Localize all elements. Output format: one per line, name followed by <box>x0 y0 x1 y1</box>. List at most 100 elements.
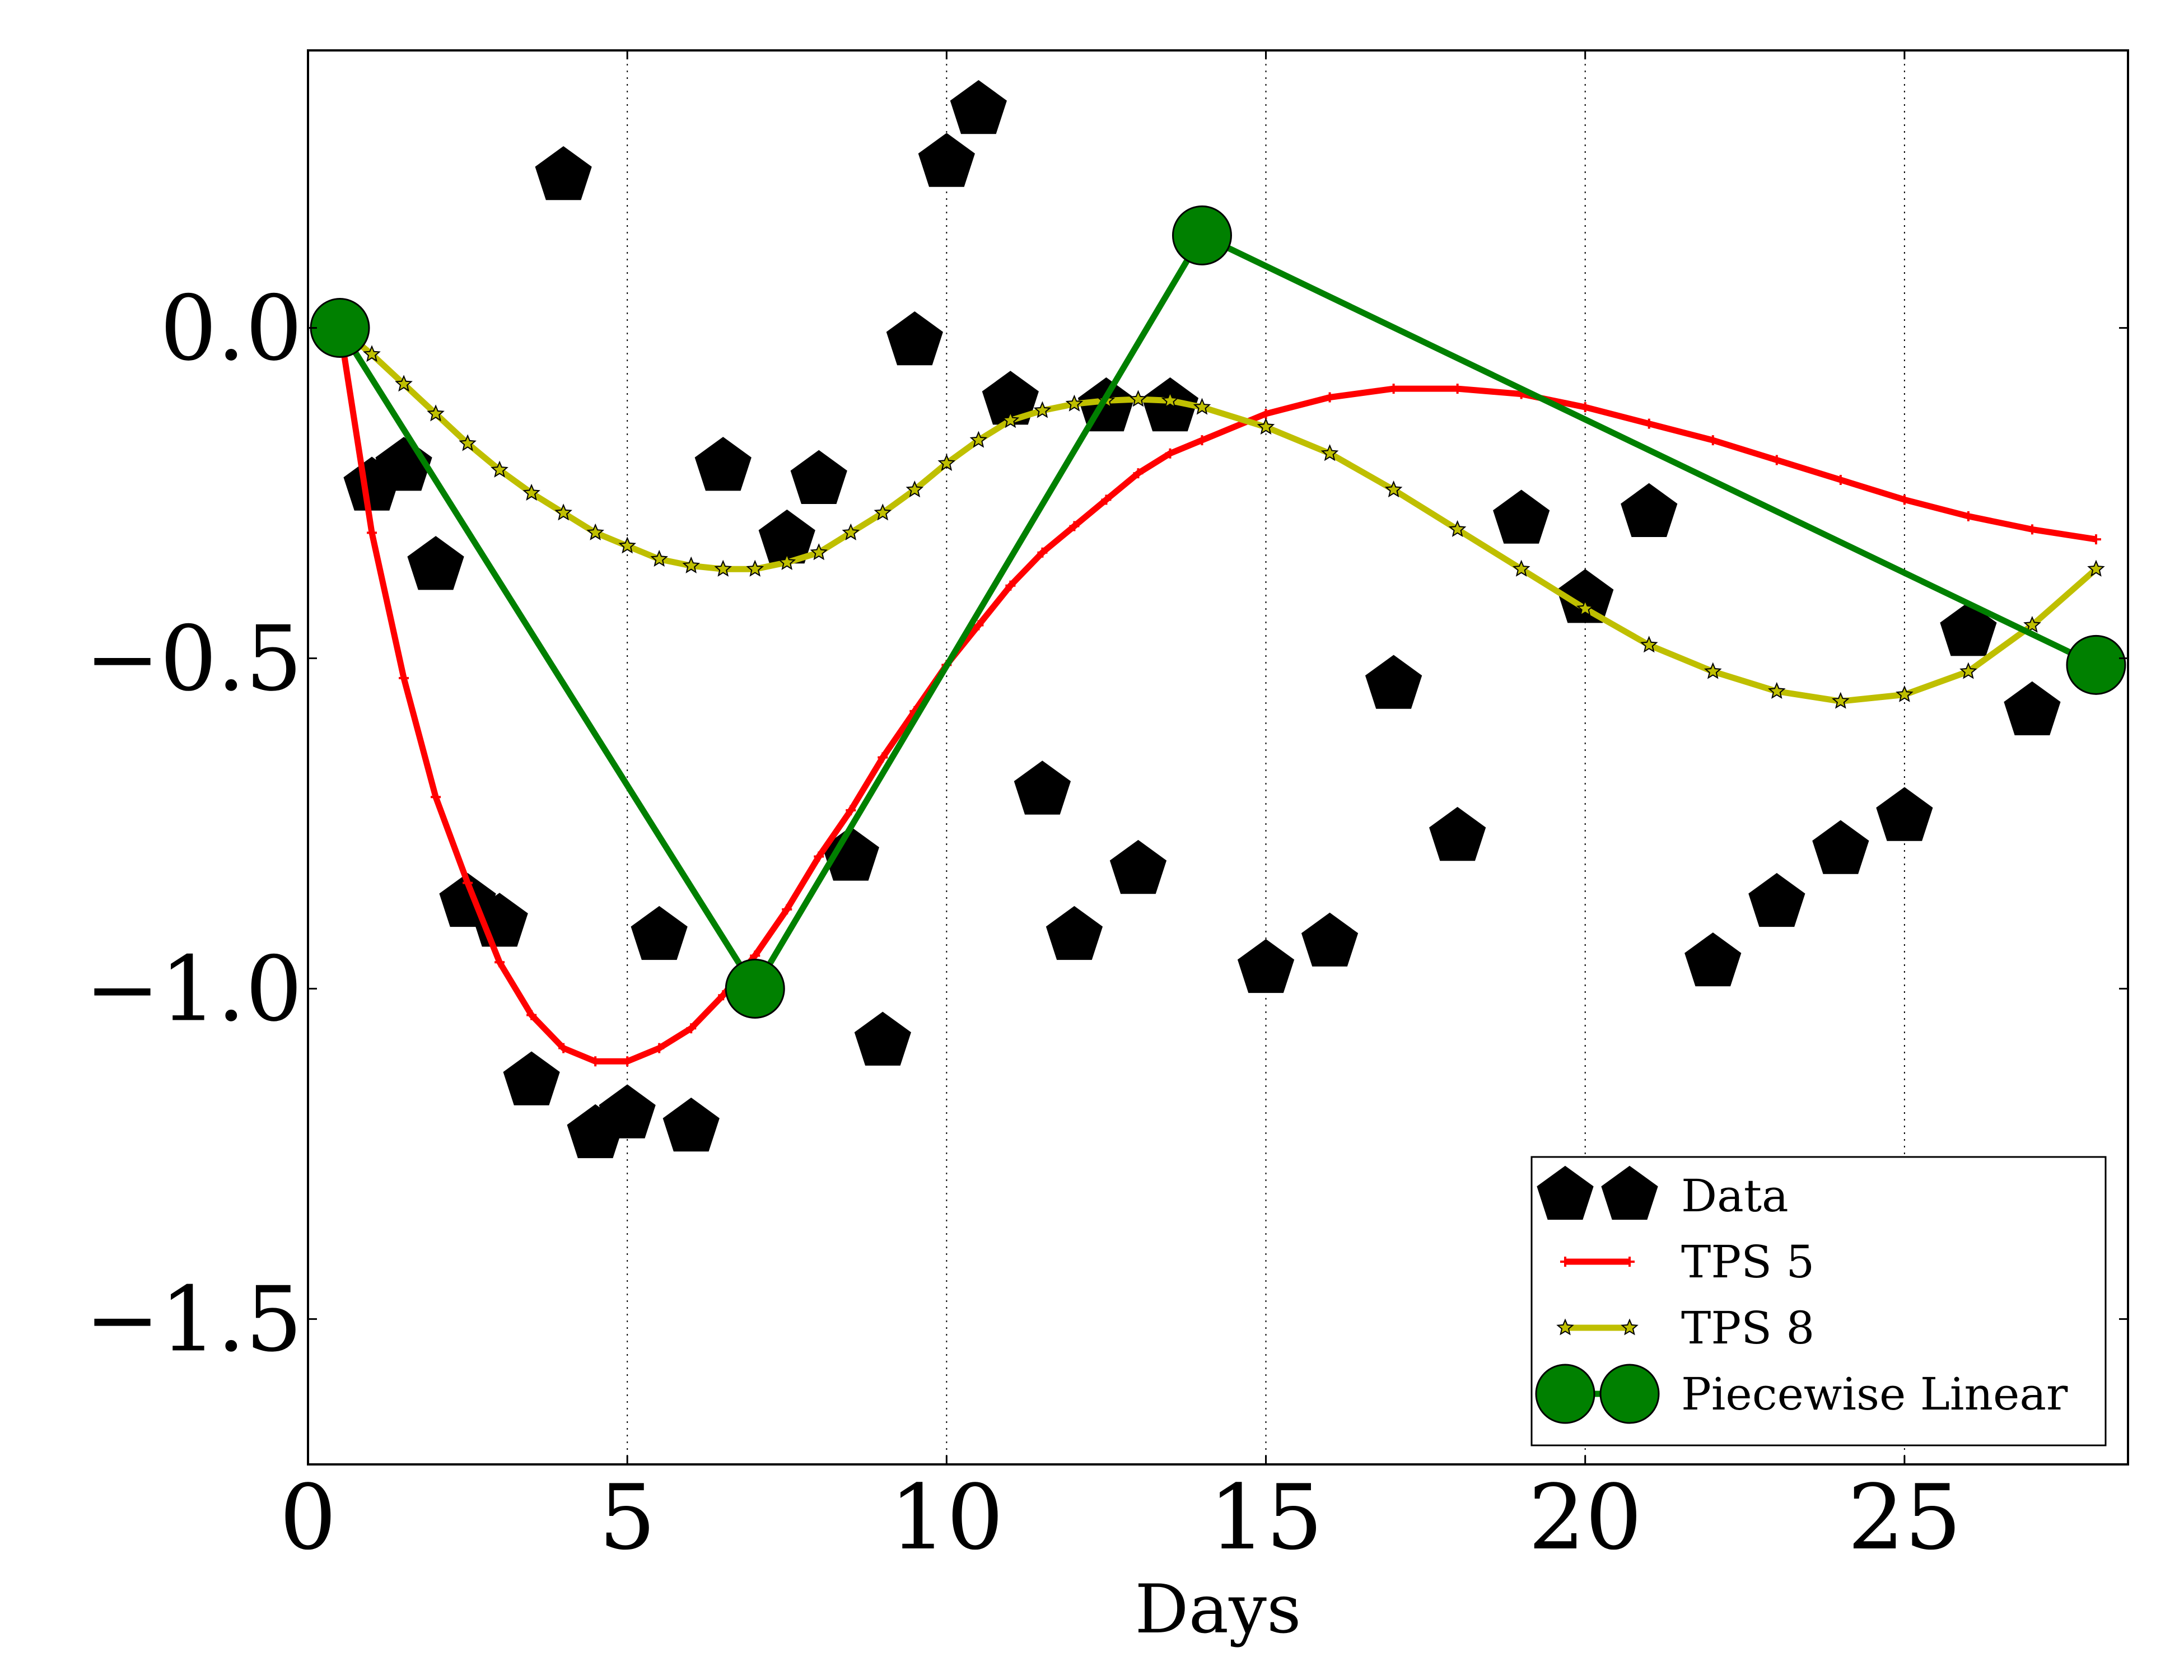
legend-label: TPS 8 <box>1681 1302 1814 1354</box>
data-point <box>1014 760 1071 815</box>
x-tick-label: 20 <box>1528 1465 1642 1570</box>
data-point <box>503 1051 560 1105</box>
data-point <box>1301 912 1359 967</box>
tps5-point <box>654 1043 665 1053</box>
tps5-point <box>1388 384 1399 394</box>
tps8-point <box>363 345 381 362</box>
tps5-point <box>622 1056 633 1067</box>
tps8-point <box>1320 444 1339 461</box>
data-point <box>535 146 592 200</box>
tps5-point <box>558 1043 569 1053</box>
tps5-point <box>973 620 984 631</box>
tps8-point <box>682 556 700 573</box>
tps8-point <box>1193 398 1211 415</box>
data-point <box>407 536 464 590</box>
tps8-point <box>1640 636 1658 653</box>
legend-marker <box>1621 1318 1639 1336</box>
tps5-point <box>1101 494 1112 505</box>
data-point <box>1876 787 1933 841</box>
tps5-point <box>463 878 473 888</box>
x-axis-label: Days <box>1135 1571 1301 1649</box>
data-point <box>1557 569 1614 623</box>
data-point <box>1812 820 1869 874</box>
series-line-piecewise-linear <box>337 232 2098 992</box>
data-point <box>854 1011 911 1066</box>
piecewise-point <box>2066 634 2126 695</box>
data-point <box>599 1084 656 1138</box>
legend-item-tps-5: TPS 5 <box>1560 1236 1814 1288</box>
tps8-point <box>1161 391 1179 408</box>
data-point <box>1046 906 1103 960</box>
tick-layer: 0 5 10 15 20 25 0.0 −0.5 −1.0 −1.5 <box>85 50 2128 1570</box>
tps8-point <box>2087 559 2105 577</box>
tps8-point <box>1257 417 1275 435</box>
data-point <box>1493 489 1550 544</box>
tps8-point <box>1959 662 1977 679</box>
tps8-point <box>650 549 668 567</box>
tps8-point <box>459 434 477 451</box>
data-point <box>790 450 847 504</box>
tps5-point <box>814 851 824 862</box>
tps5-point <box>1133 468 1144 479</box>
piecewise-point <box>1172 205 1232 265</box>
tps8-point <box>1448 520 1467 537</box>
tps5-point <box>1707 435 1718 446</box>
legend-marker <box>1599 1364 1660 1424</box>
tps5-point <box>1835 474 1846 485</box>
data-point <box>1237 939 1295 993</box>
tps8-point <box>969 431 988 448</box>
tps8-point <box>1033 401 1052 418</box>
tps8-point <box>522 483 540 501</box>
tps5-point <box>1580 402 1590 413</box>
y-tick-label: −1.5 <box>85 1267 302 1371</box>
x-tick-label: 0 <box>279 1465 337 1570</box>
data-point <box>950 80 1007 134</box>
tps8-point <box>491 460 508 478</box>
legend-marker <box>1560 1257 1570 1267</box>
tps5-point <box>1165 448 1175 459</box>
tps8-point <box>1704 662 1722 679</box>
legend-marker <box>1625 1257 1635 1267</box>
tps8-point <box>427 404 445 422</box>
data-point <box>1621 483 1678 537</box>
tps8-point <box>1576 599 1594 617</box>
piecewise-point <box>310 298 370 358</box>
legend-item-tps-8: TPS 8 <box>1556 1302 1814 1354</box>
tps8-point <box>1832 692 1850 709</box>
legend-marker <box>1601 1165 1658 1220</box>
plot-frame <box>307 49 2129 1466</box>
tps5-point <box>2027 524 2037 535</box>
legend-marker <box>1537 1165 1594 1220</box>
y-tick-label: −0.5 <box>85 606 302 711</box>
grid-layer <box>627 50 1905 1464</box>
tps8-point <box>842 523 860 540</box>
tps8-point <box>714 559 732 577</box>
tps8-point <box>778 553 796 570</box>
tps8-point <box>906 480 924 498</box>
tps8-point <box>1129 390 1147 407</box>
x-tick-label: 5 <box>599 1465 656 1570</box>
tps8-point <box>937 454 956 471</box>
legend-label: Piecewise Linear <box>1681 1368 2068 1420</box>
data-point <box>2004 681 2061 735</box>
y-tick-label: −1.0 <box>85 936 302 1041</box>
tps5-point <box>782 904 792 914</box>
tps8-point <box>395 375 413 392</box>
legend-marker <box>1535 1364 1595 1424</box>
data-point <box>631 906 688 960</box>
piecewise-point <box>725 958 785 1019</box>
tps5-point <box>1069 521 1080 531</box>
tps5-point <box>1005 580 1016 591</box>
legend-item-data: Data <box>1537 1165 1789 1222</box>
tps8-point <box>2023 615 2041 633</box>
data-point <box>662 1097 720 1152</box>
data-point <box>1940 602 1997 656</box>
tps5-point <box>1899 494 1910 505</box>
tps8-point <box>746 559 764 577</box>
series-line-tps-8 <box>338 325 2098 704</box>
tps8-point <box>554 503 572 521</box>
tps8-point <box>874 503 892 521</box>
tps8-point <box>1001 411 1020 428</box>
data-point <box>886 311 943 366</box>
